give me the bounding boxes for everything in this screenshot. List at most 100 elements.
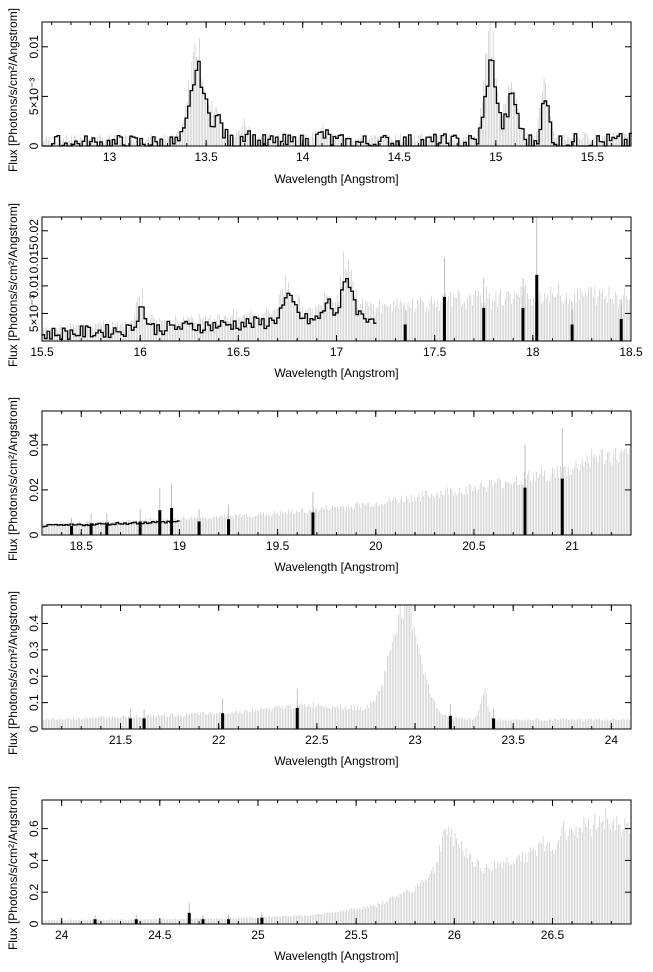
- y-tick-label: 0.01: [27, 274, 41, 298]
- y-tick-label: 0: [27, 920, 41, 927]
- panel-5: 24 24.5 25 25.5 26 26.5 0 0.2 0.4 0.6 Wavelength […: [6, 786, 632, 963]
- errorbars-4: [41, 605, 632, 729]
- y-tick-label: 0.4: [27, 852, 41, 869]
- y-tick-label: 0.02: [27, 478, 41, 502]
- x-axis-label: Wavelength [Angstrom]: [274, 754, 398, 768]
- x-tick-label: 23: [408, 733, 422, 747]
- spike-bin: [227, 919, 231, 924]
- spectrum-line-2: [42, 277, 377, 340]
- y-tick-label: 5×10⁻³: [27, 295, 41, 332]
- y-tick-label: 0.4: [27, 615, 41, 632]
- x-tick-label: 15.5: [30, 345, 54, 359]
- errorbars-2: [41, 251, 632, 341]
- errorbars-1: [41, 22, 631, 146]
- y-tick-label: 0: [27, 531, 41, 538]
- y-tick-label: 0.01: [27, 35, 41, 59]
- panel-2: 15.5 16 16.5 17 17.5 18 18.5 5×10⁻³0.010.0150.0…: [6, 203, 643, 380]
- panel-4: 21.5 22 22.5 23 23.5 24 0 0.1 0.2 0.3 0.4 Wavelengt…: [6, 591, 632, 768]
- x-tick-label: 14.5: [388, 150, 412, 164]
- spike-bin: [260, 917, 264, 924]
- spike-bin: [482, 307, 486, 341]
- spike-bin: [197, 521, 201, 535]
- panel-3: 18.5 19 19.5 20 20.5 21 0 0.02 0.04 Wavelength [A…: [6, 397, 632, 574]
- spike-bin: [158, 510, 162, 535]
- spike-bin: [448, 715, 452, 729]
- x-tick-label: 24: [605, 733, 619, 747]
- x-tick-label: 15.5: [581, 150, 605, 164]
- x-tick-label: 25: [251, 928, 265, 942]
- x-tick-label: 23.5: [502, 733, 526, 747]
- x-axis-label: Wavelength [Angstrom]: [274, 172, 398, 186]
- spike-bin: [187, 912, 191, 924]
- spike-bin: [560, 478, 564, 535]
- spike-bin: [170, 507, 174, 535]
- x-tick-label: 19.5: [266, 539, 290, 553]
- x-tick-label: 22: [212, 733, 226, 747]
- spike-bin: [403, 324, 407, 341]
- x-tick-label: 20.5: [462, 539, 486, 553]
- y-tick-label: 0.02: [27, 219, 41, 243]
- errorbars-5: [41, 807, 632, 924]
- y-tick-label: 0: [27, 142, 41, 149]
- x-tick-label: 13: [103, 150, 117, 164]
- x-tick-label: 18.5: [619, 345, 643, 359]
- spectrum-line-1: [42, 59, 632, 147]
- x-tick-label: 26: [448, 928, 462, 942]
- y-tick-label: 0.04: [27, 433, 41, 457]
- x-tick-label: 24: [55, 928, 69, 942]
- spike-bin: [227, 519, 231, 535]
- y-tick-label: 0.2: [27, 884, 41, 901]
- spike-bin: [105, 523, 109, 535]
- y-axis-label: Flux [Photons/s/cm²/Angstrom]: [6, 397, 20, 561]
- y-tick-label: 0.3: [27, 641, 41, 658]
- spike-bin: [142, 718, 146, 729]
- x-tick-label: 18.5: [70, 539, 94, 553]
- x-tick-label: 13.5: [194, 150, 218, 164]
- spike-bin: [492, 718, 496, 729]
- x-tick-label: 15: [489, 150, 503, 164]
- spike-bin: [442, 296, 446, 341]
- plot-frame-5: [41, 799, 632, 925]
- plot-frame-2: [41, 216, 632, 342]
- x-tick-label: 16: [133, 345, 147, 359]
- x-tick-label: 24.5: [148, 928, 172, 942]
- y-axis-label: Flux [Photons/s/cm²/Angstrom]: [6, 591, 20, 755]
- panel-1: 13 13.5 14 14.5 15 15.5 0 5×10⁻³ 0.01 Wavelength …: [6, 8, 632, 186]
- spike-bin: [201, 919, 205, 924]
- x-tick-label: 17: [330, 345, 344, 359]
- spike-bin: [128, 718, 132, 729]
- spike-bin: [311, 512, 315, 535]
- spike-bin: [89, 523, 93, 535]
- spike-bin: [295, 707, 299, 729]
- x-tick-label: 19: [173, 539, 187, 553]
- x-tick-label: 21: [565, 539, 579, 553]
- plot-frame-3: [41, 410, 632, 536]
- x-tick-label: 17.5: [423, 345, 447, 359]
- y-tick-label: 0.015: [27, 243, 41, 273]
- errorbars-3: [41, 448, 632, 535]
- x-axis-label: Wavelength [Angstrom]: [274, 560, 398, 574]
- spike-bin: [221, 713, 225, 729]
- spike-bin: [570, 324, 574, 341]
- x-tick-label: 14: [296, 150, 310, 164]
- plot-frame-1: [41, 21, 632, 147]
- x-tick-label: 18: [526, 345, 540, 359]
- y-tick-label: 0.6: [27, 820, 41, 837]
- x-axis-label: Wavelength [Angstrom]: [274, 949, 398, 963]
- spike-bin: [69, 525, 73, 535]
- x-tick-label: 25.5: [344, 928, 368, 942]
- y-axis-label: Flux [Photons/s/cm²/Angstrom]: [6, 203, 20, 367]
- spike-bin: [523, 487, 527, 535]
- y-axis-label: Flux [Photons/s/cm²/Angstrom]: [6, 786, 20, 950]
- x-tick-label: 16.5: [227, 345, 251, 359]
- x-tick-label: 21.5: [109, 733, 133, 747]
- spike-bin: [619, 318, 623, 341]
- spike-bin: [138, 521, 142, 535]
- y-tick-label: 0.1: [27, 694, 41, 711]
- spike-bin: [134, 919, 138, 924]
- spike-bin: [521, 307, 525, 341]
- y-tick-label: 5×10⁻³: [27, 78, 41, 115]
- y-tick-label: 0: [27, 725, 41, 732]
- spike-bin: [93, 919, 97, 924]
